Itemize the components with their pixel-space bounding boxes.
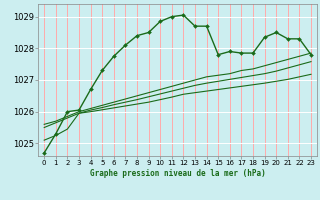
X-axis label: Graphe pression niveau de la mer (hPa): Graphe pression niveau de la mer (hPa) bbox=[90, 169, 266, 178]
